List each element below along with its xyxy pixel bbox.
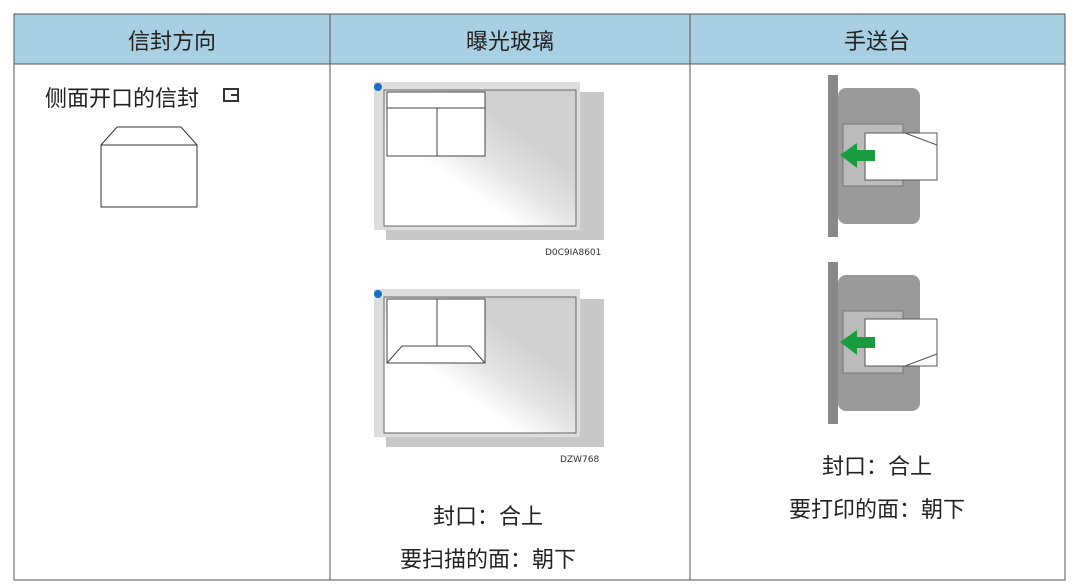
bypass-figure-2 bbox=[828, 262, 938, 424]
bypass-figure-1 bbox=[828, 75, 938, 237]
envelope-type: 侧面开口的信封 bbox=[45, 87, 200, 112]
header: 曝光玻璃 bbox=[465, 30, 555, 55]
note: 封口：合上 bbox=[821, 455, 933, 480]
grid bbox=[13, 13, 1066, 581]
header-bg bbox=[14, 14, 1065, 64]
note: 要打印的面：朝下 bbox=[788, 498, 966, 523]
glass-figure-1 bbox=[374, 82, 604, 240]
note: 封口：合上 bbox=[432, 505, 544, 530]
header: 信封方向 bbox=[127, 30, 217, 55]
glass-figure-2 bbox=[374, 289, 604, 447]
header: 手送台 bbox=[843, 30, 911, 55]
note: 要扫描的面：朝下 bbox=[399, 548, 577, 573]
figure-code: DZW768 bbox=[560, 455, 600, 465]
envelope-icon bbox=[100, 88, 239, 208]
figure-code: D0C9IA8601 bbox=[545, 248, 602, 258]
